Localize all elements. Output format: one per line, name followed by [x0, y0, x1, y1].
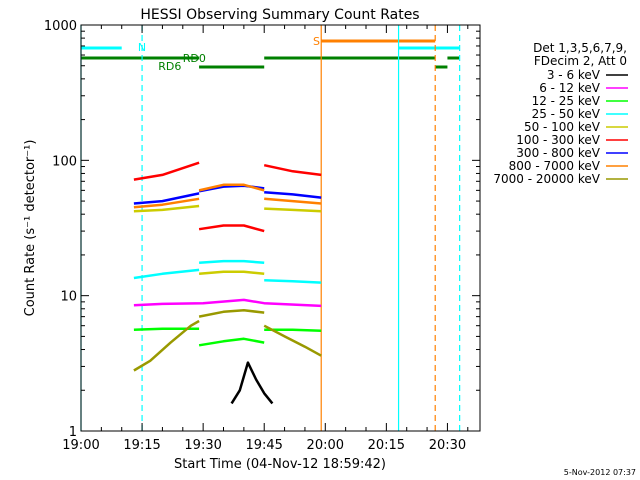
y-axis-ticks: 1 10 100 1000	[44, 19, 480, 440]
x-tick-label: 20:30	[429, 438, 466, 453]
series-line	[264, 191, 322, 199]
series-line	[198, 224, 265, 233]
x-tick-label: 19:15	[123, 438, 160, 453]
series-line	[198, 337, 265, 347]
series-lines	[133, 161, 322, 405]
chart-title: HESSI Observing Summary Count Rates	[140, 7, 419, 23]
series-line	[133, 161, 200, 181]
series-line	[264, 207, 322, 213]
series-line	[198, 270, 265, 276]
series-line	[263, 163, 322, 177]
x-tick-label: 19:45	[245, 438, 282, 453]
legend-label: 50 - 100 keV	[524, 120, 601, 134]
series-line	[133, 204, 200, 213]
y-axis-label: Count Rate (s⁻¹ detector⁻¹)	[23, 140, 38, 317]
legend-label: 300 - 800 keV	[516, 146, 600, 160]
series-line	[264, 197, 322, 205]
series-line	[133, 319, 200, 372]
flag-bars: NSRD0RD6	[81, 35, 460, 73]
series-line	[133, 298, 322, 308]
legend-label: 800 - 7000 keV	[509, 159, 601, 173]
legend-label: 25 - 50 keV	[532, 107, 601, 121]
series-line	[199, 259, 265, 265]
x-tick-label: 20:00	[307, 438, 344, 453]
legend-header-line-1: Det 1,3,5,6,7,9,	[533, 41, 627, 55]
y-tick-label: 10	[60, 290, 77, 305]
x-tick-label: 20:15	[368, 438, 405, 453]
plot-frame	[80, 24, 481, 432]
series-line	[133, 268, 200, 280]
event-lines	[80, 25, 461, 431]
x-tick-label: 19:30	[184, 438, 221, 453]
x-tick-label: 19:00	[62, 438, 99, 453]
y-tick-label: 100	[52, 154, 77, 169]
y-tick-label: 1	[69, 425, 77, 440]
render-timestamp: 5-Nov-2012 07:37	[564, 468, 636, 477]
legend-label: 6 - 12 keV	[539, 81, 601, 95]
series-line	[133, 192, 200, 205]
series-line	[263, 324, 322, 357]
series-line	[264, 278, 322, 284]
flag-label: S	[313, 35, 320, 48]
x-axis-label: Start Time (04-Nov-12 18:59:42)	[174, 457, 386, 472]
legend-label: 12 - 25 keV	[532, 94, 601, 108]
flag-label: RD0	[183, 52, 206, 65]
series-line	[198, 183, 265, 192]
legend-label: 7000 - 20000 keV	[493, 172, 600, 186]
legend-label: 100 - 300 keV	[516, 133, 600, 147]
series-line	[198, 309, 265, 318]
flag-label: RD6	[158, 60, 181, 73]
legend-label: 3 - 6 keV	[547, 68, 601, 82]
legend-header-line-2: FDecim 2, Att 0	[534, 54, 627, 68]
series-line	[133, 327, 200, 331]
x-axis-ticks: 19:00 19:15 19:30 19:45 20:00 20:15 20:30	[62, 25, 469, 453]
y-tick-label: 1000	[44, 19, 77, 34]
series-line	[133, 197, 200, 209]
series-line	[230, 361, 274, 405]
